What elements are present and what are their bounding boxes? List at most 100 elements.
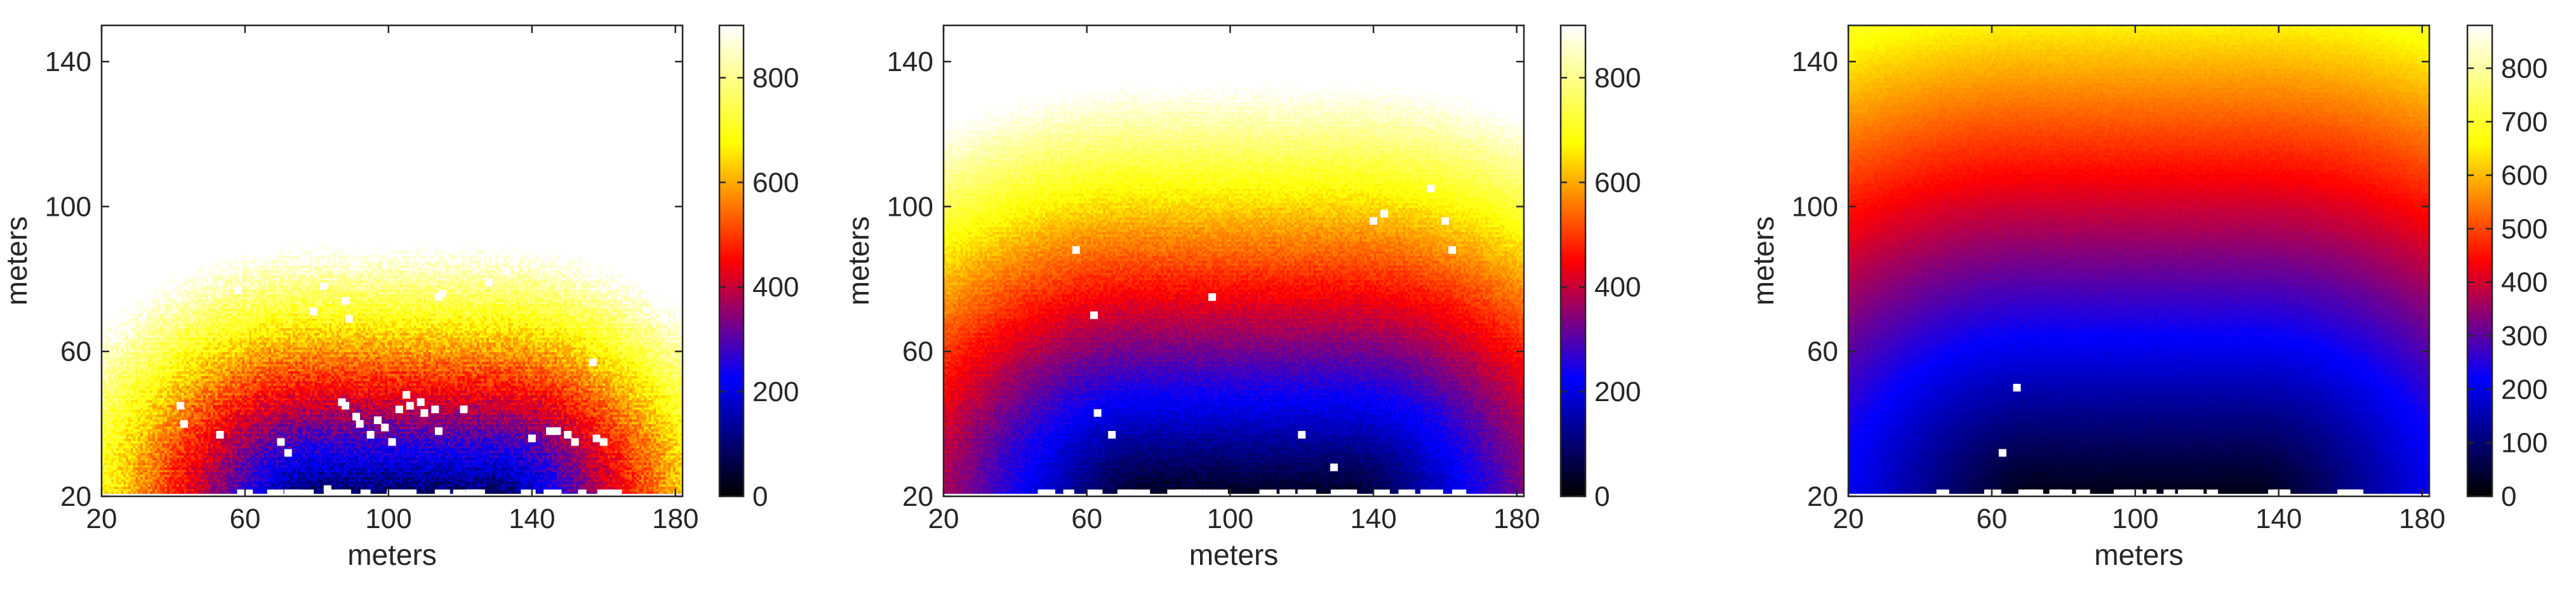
colorbar-tick-label: 200 bbox=[752, 376, 799, 407]
outlier-point bbox=[521, 489, 536, 495]
outlier-point bbox=[2268, 489, 2285, 495]
outlier-point bbox=[395, 406, 403, 414]
outlier-point bbox=[589, 358, 597, 366]
y-tick-label: 20 bbox=[902, 481, 933, 512]
outlier-point bbox=[1936, 489, 1949, 495]
outlier-point bbox=[356, 420, 364, 428]
outlier-point bbox=[431, 406, 439, 414]
colorbar-frame bbox=[1559, 24, 1587, 498]
outlier-point bbox=[1370, 217, 1378, 225]
x-tick-label: 100 bbox=[2112, 503, 2158, 534]
outlier-point bbox=[571, 438, 579, 446]
outlier-point bbox=[1038, 489, 1055, 495]
outlier-point bbox=[434, 489, 450, 495]
outlier-point bbox=[1093, 409, 1102, 417]
outlier-point bbox=[1298, 430, 1306, 439]
outlier-point bbox=[302, 257, 310, 265]
outlier-point bbox=[1208, 293, 1217, 301]
outlier-point bbox=[544, 489, 552, 495]
chart-panel-2: 20 60 100 140 180 20 60 100 140 meters meters 0 200 4… bbox=[842, 24, 1641, 571]
x-tick-label: 180 bbox=[1493, 503, 1540, 534]
outlier-point bbox=[2146, 489, 2157, 495]
colorbar-frame bbox=[2466, 24, 2493, 498]
outlier-point bbox=[553, 427, 561, 435]
outlier-point bbox=[297, 489, 314, 495]
outlier-point bbox=[1190, 489, 1203, 495]
outlier-point bbox=[1441, 217, 1449, 225]
y-axis-label: meters bbox=[842, 216, 875, 306]
colorbar-tick-label: 400 bbox=[2501, 267, 2547, 298]
x-tick-label: 20 bbox=[928, 503, 959, 534]
outlier-point bbox=[453, 489, 466, 495]
heatmap-image bbox=[1848, 25, 2429, 496]
colorbar-tick-label: 400 bbox=[1594, 272, 1641, 303]
x-tick-label: 140 bbox=[2255, 503, 2302, 534]
x-axis-label: meters bbox=[347, 538, 437, 571]
outlier-point bbox=[564, 430, 572, 439]
y-tick-label: 20 bbox=[1807, 481, 1838, 512]
colorbar-tick-label: 200 bbox=[2501, 374, 2547, 405]
outlier-point bbox=[2178, 489, 2195, 495]
colorbar bbox=[1561, 25, 1585, 496]
outlier-point bbox=[1420, 489, 1436, 495]
outlier-point bbox=[216, 430, 224, 439]
axes-frame bbox=[100, 24, 684, 498]
outlier-point bbox=[460, 406, 468, 414]
y-tick-label: 60 bbox=[902, 336, 933, 367]
outlier-point bbox=[417, 398, 425, 406]
colorbar-tick-label: 800 bbox=[2501, 53, 2547, 84]
x-tick-label: 60 bbox=[1976, 503, 2007, 534]
outlier-point bbox=[1341, 489, 1358, 495]
colorbar-tick-label: 600 bbox=[752, 167, 799, 198]
heatmap-image bbox=[102, 25, 683, 496]
colorbar-tick-label: 500 bbox=[2501, 213, 2547, 244]
outlier-point bbox=[342, 402, 350, 410]
y-tick-label: 100 bbox=[45, 191, 91, 222]
outlier-point bbox=[309, 307, 317, 315]
outlier-point bbox=[406, 402, 414, 410]
outlier-point bbox=[2163, 489, 2175, 495]
colorbar-tick-label: 200 bbox=[1594, 376, 1641, 407]
outlier-point bbox=[234, 286, 242, 294]
outlier-point bbox=[1373, 489, 1390, 495]
outlier-point bbox=[528, 434, 536, 442]
colorbar-tick-label: 0 bbox=[2501, 481, 2516, 512]
outlier-point bbox=[551, 489, 562, 495]
y-axis-label: meters bbox=[0, 216, 33, 306]
x-axis-label: meters bbox=[1189, 538, 1279, 571]
colorbar-tick-label: 600 bbox=[1594, 167, 1641, 198]
outlier-point bbox=[599, 438, 608, 446]
heatmap-image bbox=[944, 25, 1524, 496]
outlier-point bbox=[2348, 489, 2361, 495]
outlier-point bbox=[1305, 489, 1316, 495]
outlier-point bbox=[1086, 489, 1103, 495]
colorbar-tick-label: 300 bbox=[2501, 321, 2547, 352]
x-tick-label: 100 bbox=[1207, 503, 1253, 534]
outlier-point bbox=[2018, 489, 2034, 495]
outlier-point bbox=[578, 489, 587, 495]
outlier-point bbox=[381, 423, 389, 432]
outlier-point bbox=[1427, 184, 1435, 192]
outlier-point bbox=[284, 489, 300, 495]
outlier-point bbox=[438, 289, 446, 298]
outlier-point bbox=[1279, 489, 1295, 495]
outlier-point bbox=[267, 489, 274, 495]
outlier-point bbox=[360, 489, 371, 495]
outlier-point bbox=[546, 427, 554, 435]
outlier-point bbox=[2076, 489, 2090, 495]
chart-panel-1: 20 60 100 140 180 20 60 100 140 meters meters 0 200 4… bbox=[0, 24, 799, 571]
outlier-point bbox=[388, 438, 396, 446]
colorbar-tick-label: 600 bbox=[2501, 160, 2547, 191]
colorbar-tick-label: 400 bbox=[752, 272, 799, 303]
outlier-point bbox=[403, 391, 411, 399]
colorbar-tick-label: 0 bbox=[752, 481, 768, 512]
colorbar-tick-label: 800 bbox=[1594, 62, 1641, 93]
outlier-point bbox=[177, 402, 185, 410]
colorbar bbox=[719, 25, 744, 496]
colorbar-tick-label: 800 bbox=[752, 62, 799, 93]
outlier-point bbox=[1330, 463, 1338, 472]
outlier-point bbox=[352, 413, 361, 421]
outlier-point bbox=[1072, 246, 1080, 254]
colorbar-frame bbox=[718, 24, 745, 498]
y-axis-label: meters bbox=[1747, 216, 1780, 306]
